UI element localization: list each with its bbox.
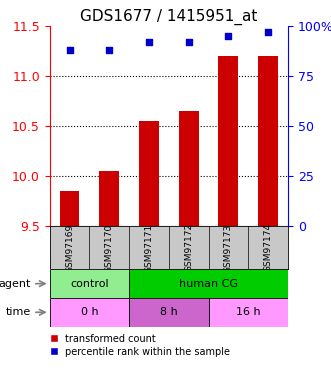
Text: agent: agent	[0, 279, 30, 289]
Legend: transformed count, percentile rank within the sample: transformed count, percentile rank withi…	[50, 334, 230, 357]
Bar	[129, 298, 209, 327]
Bar	[129, 269, 288, 298]
Text: GSM97170: GSM97170	[105, 223, 114, 273]
Bar	[258, 56, 278, 226]
Bar	[50, 269, 129, 298]
Text: 16 h: 16 h	[236, 307, 260, 317]
Bar	[218, 56, 238, 226]
Bar	[139, 122, 159, 226]
Point	[265, 29, 271, 35]
Text: GSM97171: GSM97171	[144, 223, 154, 273]
Point	[107, 47, 112, 53]
Bar	[179, 111, 199, 226]
Bar	[99, 171, 119, 226]
Text: GSM97172: GSM97172	[184, 224, 193, 273]
Text: human CG: human CG	[179, 279, 238, 289]
Text: 8 h: 8 h	[160, 307, 178, 317]
Text: GSM97169: GSM97169	[65, 223, 74, 273]
Point	[146, 39, 152, 45]
Point	[186, 39, 191, 45]
Bar	[50, 298, 129, 327]
Text: GSM97173: GSM97173	[224, 223, 233, 273]
Title: GDS1677 / 1415951_at: GDS1677 / 1415951_at	[80, 9, 258, 25]
Text: time: time	[5, 307, 30, 317]
Bar	[209, 298, 288, 327]
Text: 0 h: 0 h	[80, 307, 98, 317]
Text: control: control	[70, 279, 109, 289]
Text: GSM97174: GSM97174	[263, 224, 273, 273]
Point	[226, 33, 231, 39]
Bar	[60, 191, 79, 226]
Point	[67, 47, 72, 53]
